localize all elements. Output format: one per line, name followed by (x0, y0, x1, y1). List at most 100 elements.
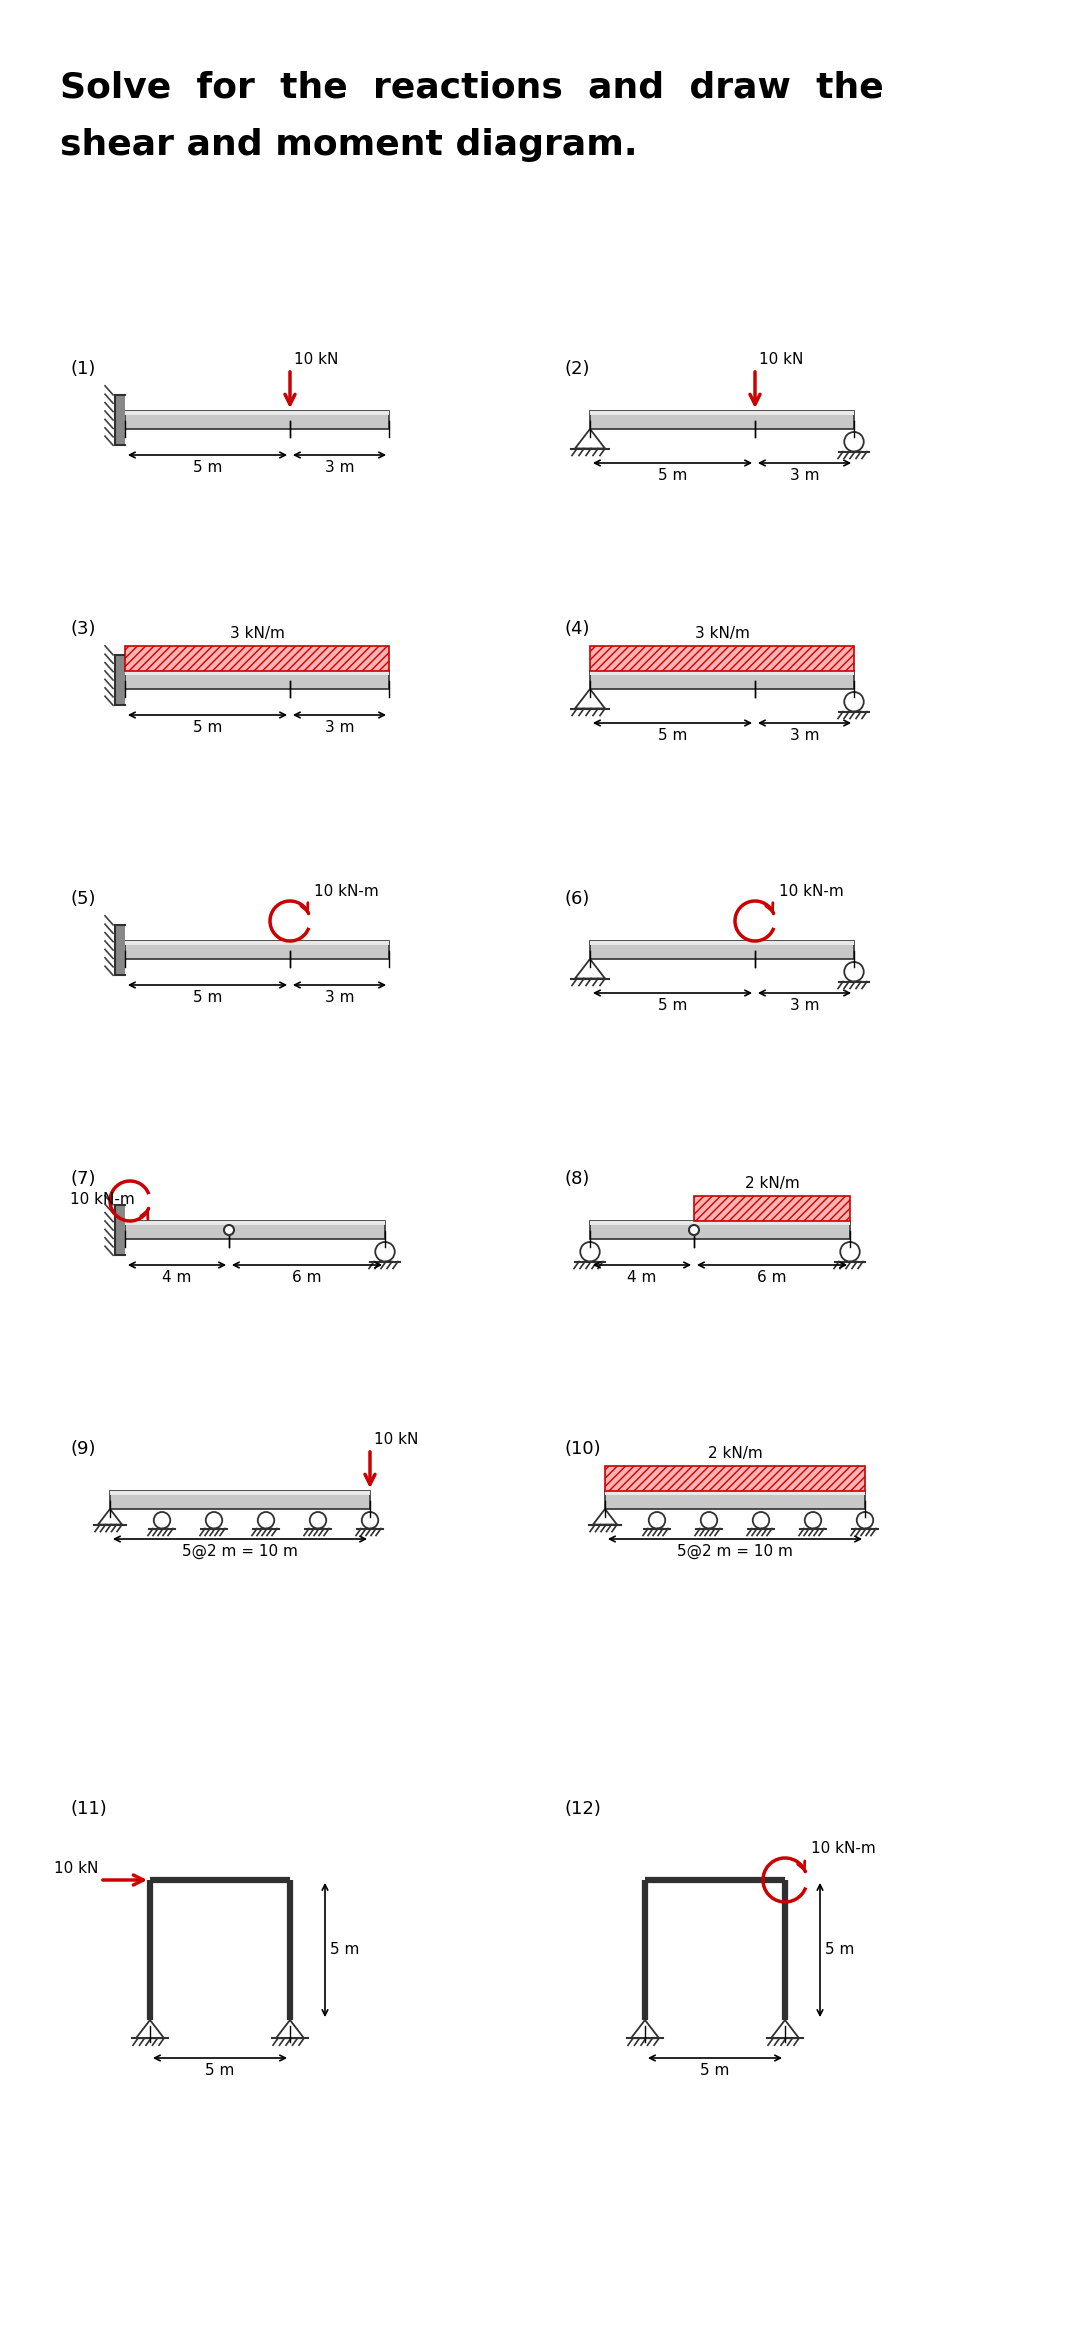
Text: 6 m: 6 m (757, 1271, 786, 1285)
Bar (590, 672, 854, 688)
Bar (114, 1205, 125, 1254)
Text: 10 kN: 10 kN (54, 1860, 98, 1877)
Text: 10 kN: 10 kN (374, 1432, 418, 1446)
Bar (590, 941, 854, 959)
Text: 3 m: 3 m (789, 728, 820, 744)
Bar (125, 941, 389, 959)
Polygon shape (98, 1509, 122, 1526)
Circle shape (206, 1512, 222, 1528)
Bar (590, 412, 854, 428)
Text: 3 kN/m: 3 kN/m (694, 627, 750, 641)
Text: 5 m: 5 m (658, 468, 687, 482)
Circle shape (856, 1512, 874, 1528)
Text: 10 kN: 10 kN (759, 351, 804, 367)
Circle shape (362, 1512, 378, 1528)
Text: 4 m: 4 m (627, 1271, 657, 1285)
Bar (114, 655, 125, 704)
Circle shape (258, 1512, 274, 1528)
Text: 5 m: 5 m (205, 2064, 234, 2078)
Polygon shape (575, 428, 605, 449)
Text: 3 m: 3 m (325, 721, 354, 735)
Text: (11): (11) (70, 1799, 107, 1818)
Bar (590, 941, 854, 945)
Text: 5 m: 5 m (330, 1942, 360, 1959)
Text: 5 m: 5 m (193, 990, 222, 1004)
Circle shape (753, 1512, 769, 1528)
Bar (694, 1196, 850, 1221)
Text: 5 m: 5 m (193, 461, 222, 475)
Bar (590, 1221, 850, 1226)
Text: 5@2 m = 10 m: 5@2 m = 10 m (183, 1544, 298, 1558)
Text: 5@2 m = 10 m: 5@2 m = 10 m (677, 1544, 793, 1558)
Bar (125, 672, 389, 688)
Bar (125, 412, 389, 414)
Text: 3 m: 3 m (789, 468, 820, 482)
Bar (605, 1491, 865, 1509)
Circle shape (845, 693, 864, 711)
Bar (590, 412, 854, 414)
Text: (7): (7) (70, 1170, 95, 1189)
Circle shape (701, 1512, 717, 1528)
Text: (2): (2) (565, 360, 591, 379)
Polygon shape (276, 2019, 303, 2038)
Text: 10 kN-m: 10 kN-m (314, 885, 379, 899)
Bar (110, 1491, 370, 1509)
Circle shape (845, 962, 864, 980)
Bar (125, 1221, 384, 1238)
Bar (114, 395, 125, 445)
Bar (605, 1465, 865, 1491)
Polygon shape (136, 2019, 164, 2038)
Circle shape (153, 1512, 171, 1528)
Text: 10 kN-m: 10 kN-m (70, 1191, 135, 1207)
Bar (125, 672, 389, 674)
Text: 3 m: 3 m (789, 997, 820, 1013)
Text: 3 kN/m: 3 kN/m (230, 627, 284, 641)
Text: 3 m: 3 m (325, 461, 354, 475)
Bar (125, 646, 389, 672)
Text: (4): (4) (565, 620, 591, 639)
Text: Solve  for  the  reactions  and  draw  the: Solve for the reactions and draw the (60, 70, 883, 103)
Circle shape (224, 1226, 234, 1236)
Text: 6 m: 6 m (293, 1271, 322, 1285)
Circle shape (689, 1226, 699, 1236)
Bar (590, 1221, 850, 1238)
Text: (6): (6) (565, 889, 591, 908)
Text: 10 kN-m: 10 kN-m (811, 1842, 876, 1856)
Circle shape (310, 1512, 326, 1528)
Polygon shape (593, 1509, 617, 1526)
Text: 5 m: 5 m (658, 997, 687, 1013)
Bar (590, 672, 854, 674)
Text: 5 m: 5 m (700, 2064, 730, 2078)
Text: 3 m: 3 m (325, 990, 354, 1004)
Polygon shape (771, 2019, 799, 2038)
Polygon shape (575, 959, 605, 978)
Circle shape (840, 1243, 860, 1261)
Text: (12): (12) (565, 1799, 602, 1818)
Bar (590, 646, 854, 672)
Circle shape (375, 1243, 395, 1261)
Text: 2 kN/m: 2 kN/m (707, 1446, 762, 1460)
Text: 10 kN: 10 kN (294, 351, 338, 367)
Text: 10 kN-m: 10 kN-m (779, 885, 843, 899)
Circle shape (580, 1243, 599, 1261)
Text: (9): (9) (70, 1439, 95, 1458)
Bar (110, 1491, 370, 1495)
Text: 4 m: 4 m (162, 1271, 191, 1285)
Text: (1): (1) (70, 360, 95, 379)
Circle shape (649, 1512, 665, 1528)
Bar (125, 941, 389, 945)
Polygon shape (575, 688, 605, 709)
Bar (114, 924, 125, 976)
Text: 5 m: 5 m (193, 721, 222, 735)
Text: (10): (10) (565, 1439, 602, 1458)
Polygon shape (631, 2019, 659, 2038)
Text: 5 m: 5 m (658, 728, 687, 744)
Circle shape (845, 433, 864, 452)
Text: 2 kN/m: 2 kN/m (744, 1177, 799, 1191)
Text: (8): (8) (565, 1170, 591, 1189)
Text: (5): (5) (70, 889, 95, 908)
Bar (605, 1491, 865, 1495)
Text: shear and moment diagram.: shear and moment diagram. (60, 129, 637, 161)
Bar (125, 412, 389, 428)
Text: (3): (3) (70, 620, 95, 639)
